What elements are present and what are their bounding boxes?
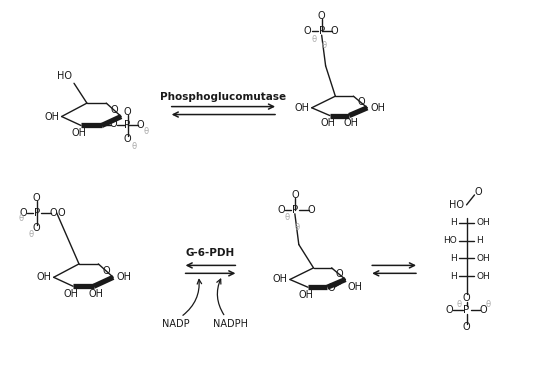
- Text: O: O: [358, 97, 365, 107]
- Text: O: O: [475, 187, 482, 197]
- Text: O: O: [19, 208, 27, 218]
- Text: P: P: [34, 208, 40, 218]
- Text: OH: OH: [320, 118, 336, 128]
- Text: O: O: [277, 205, 285, 215]
- Text: OH: OH: [72, 128, 86, 138]
- Text: OH: OH: [344, 118, 359, 128]
- Text: θ: θ: [18, 214, 24, 223]
- Text: θ: θ: [456, 300, 461, 309]
- Text: HO: HO: [449, 200, 464, 210]
- Text: O: O: [463, 322, 470, 332]
- Text: OH: OH: [370, 103, 386, 113]
- Text: H: H: [450, 254, 456, 263]
- Text: O: O: [446, 305, 454, 315]
- Text: OH: OH: [476, 218, 490, 227]
- Text: O: O: [33, 223, 41, 233]
- Text: O: O: [331, 26, 338, 36]
- Text: θ: θ: [284, 213, 289, 222]
- Text: O: O: [50, 208, 58, 218]
- Text: O: O: [124, 134, 131, 144]
- Text: O: O: [111, 105, 118, 115]
- Text: NADPH: NADPH: [213, 319, 248, 329]
- Text: H: H: [450, 218, 456, 227]
- Text: OH: OH: [476, 272, 490, 281]
- Text: P: P: [124, 121, 131, 131]
- Text: O: O: [328, 283, 335, 293]
- Text: OH: OH: [45, 112, 59, 122]
- Text: θ: θ: [28, 230, 34, 239]
- Text: OH: OH: [348, 282, 362, 292]
- Text: O: O: [336, 269, 343, 279]
- Text: O: O: [137, 121, 144, 131]
- Text: O: O: [33, 193, 41, 203]
- Text: θ: θ: [294, 223, 299, 232]
- Text: O: O: [58, 208, 65, 218]
- Text: θ: θ: [311, 35, 316, 44]
- Text: θ: θ: [131, 142, 136, 151]
- Text: O: O: [103, 266, 111, 276]
- Text: Phosphoglucomutase: Phosphoglucomutase: [161, 92, 287, 102]
- Text: OH: OH: [116, 272, 131, 282]
- Text: θ: θ: [486, 300, 491, 309]
- Text: O: O: [124, 106, 131, 116]
- Text: θ: θ: [321, 40, 326, 50]
- Text: HO: HO: [57, 71, 72, 81]
- Text: O: O: [308, 205, 316, 215]
- Text: P: P: [318, 26, 324, 36]
- Text: OH: OH: [273, 275, 288, 285]
- Text: HO: HO: [443, 236, 456, 245]
- Text: O: O: [318, 11, 326, 21]
- Text: H: H: [450, 272, 456, 281]
- Text: OH: OH: [64, 289, 79, 299]
- Text: O: O: [304, 26, 311, 36]
- Text: P: P: [464, 305, 470, 315]
- Text: P: P: [292, 205, 298, 215]
- Text: OH: OH: [37, 272, 52, 282]
- Text: OH: OH: [299, 290, 314, 300]
- Text: O: O: [463, 293, 470, 303]
- Text: G-6-PDH: G-6-PDH: [186, 249, 235, 259]
- Text: θ: θ: [144, 127, 149, 136]
- Text: NADP: NADP: [162, 319, 190, 329]
- Text: O: O: [110, 119, 118, 129]
- Text: OH: OH: [89, 289, 103, 299]
- Text: OH: OH: [476, 254, 490, 263]
- Text: O: O: [480, 305, 487, 315]
- Text: OH: OH: [295, 103, 310, 113]
- Text: O: O: [291, 190, 299, 200]
- Text: H: H: [476, 236, 483, 245]
